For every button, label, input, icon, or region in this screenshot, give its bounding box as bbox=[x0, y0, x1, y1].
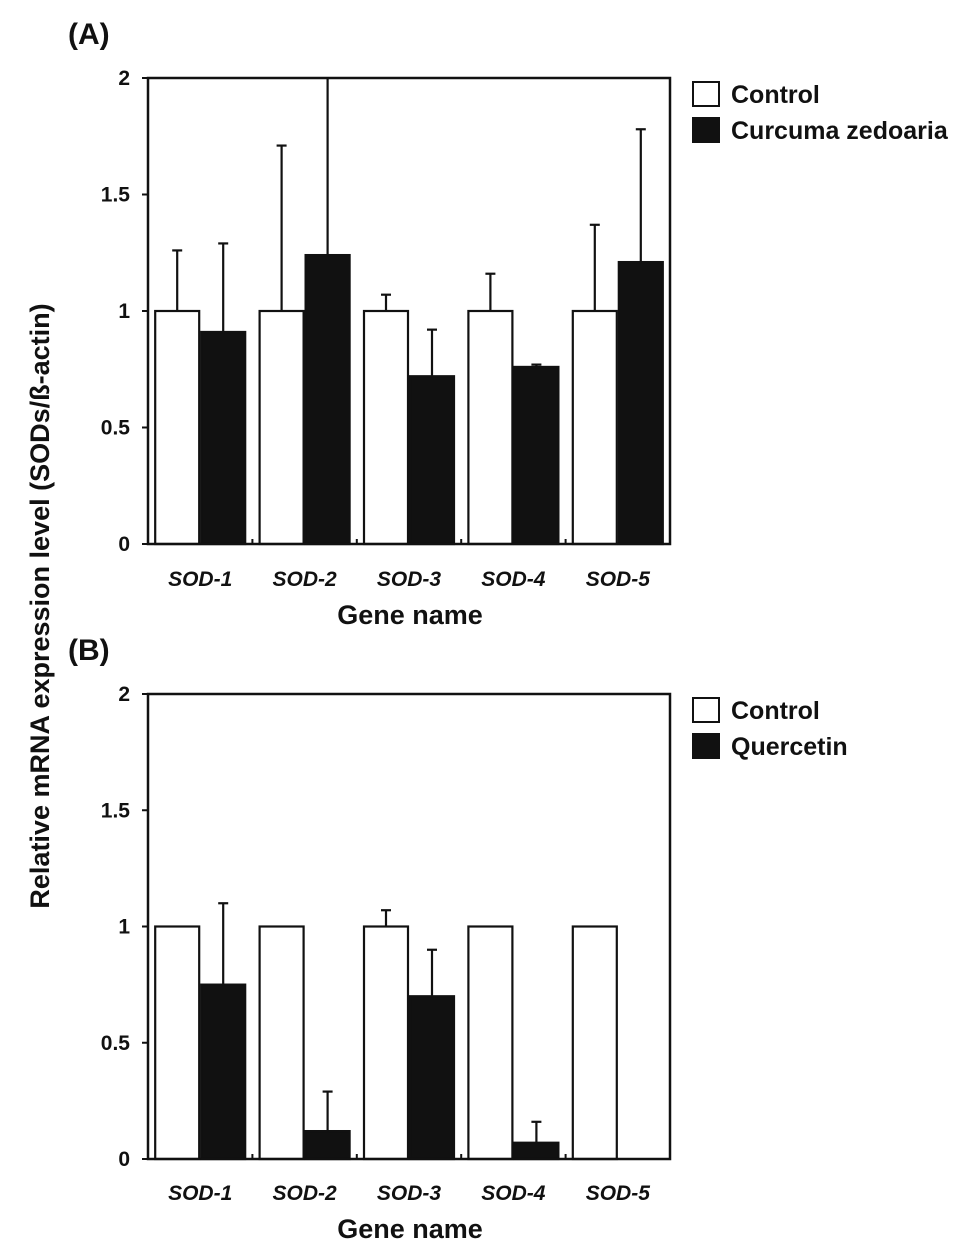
legend-b-control-label: Control bbox=[731, 697, 820, 725]
panel-b-plot: 0 0.5 1 1.5 2 SOD-1 SOD-2 SOD-3 SOD-4 SOD-5 bbox=[101, 683, 672, 1205]
panel-b-bar-control-sod-2 bbox=[258, 925, 305, 1161]
panel-b-category-label-sod-1: SOD-1 bbox=[168, 1182, 232, 1205]
panel-b-bar-control-sod-5 bbox=[571, 925, 618, 1161]
panel-a-bar-treatment-sod-2 bbox=[304, 253, 351, 546]
panel-a-bar-control-sod-1 bbox=[154, 309, 201, 546]
legend-a-control-label: Control bbox=[731, 81, 820, 109]
legend-a-treatment-swatch bbox=[692, 117, 720, 143]
legend-b-control-swatch bbox=[692, 697, 720, 723]
panel-b-x-axis-title: Gene name bbox=[337, 1214, 483, 1244]
panel-b-category-label-sod-3: SOD-3 bbox=[377, 1182, 442, 1205]
panel-b-bar-treatment-sod-3 bbox=[408, 995, 456, 1161]
legend-b-treatment-swatch bbox=[692, 733, 720, 759]
panel-a-y-tick-label: 1 bbox=[118, 300, 130, 323]
panel-a-bar-treatment-sod-1 bbox=[200, 330, 247, 546]
panel-b-bar-control-sod-3 bbox=[362, 925, 410, 1161]
panel-b-bar-treatment-sod-1 bbox=[200, 983, 247, 1161]
panel-a-plot: 0 0.5 1 1.5 2 SOD-1 SOD-2 SOD-3 SOD-4 SOD-5 bbox=[101, 67, 672, 591]
panel-b-y-tick-label: 2 bbox=[118, 683, 130, 706]
y-axis-title: Relative mRNA expression level (SODs/ß-a… bbox=[25, 303, 55, 908]
panel-b-y-tick-label: 0 bbox=[118, 1148, 130, 1171]
panel-a-plot-frame bbox=[146, 76, 672, 546]
legend-b-treatment-label: Quercetin bbox=[731, 733, 848, 761]
panel-b-category-label-sod-5: SOD-5 bbox=[586, 1182, 651, 1205]
panel-a-bar-control-sod-3 bbox=[362, 309, 410, 546]
panel-a-bar-treatment-sod-5 bbox=[617, 260, 664, 546]
panel-a-y-tick-label: 2 bbox=[118, 67, 130, 90]
panel-b-y-tick-label: 1.5 bbox=[101, 799, 131, 822]
panel-a-category-label-sod-2: SOD-2 bbox=[273, 568, 338, 591]
panel-b: (B) 0 0.5 1 1.5 2 SOD-1 SOD-2 SOD-3 SOD-4 SOD-5 G… bbox=[68, 634, 848, 1244]
legend-a-control-swatch bbox=[692, 81, 720, 107]
panel-a-x-axis-title: Gene name bbox=[337, 600, 483, 630]
panel-a-legend: Control Curcuma zedoaria bbox=[692, 81, 949, 145]
panel-b-bar-treatment-sod-2 bbox=[304, 1129, 351, 1161]
panel-a-category-label-sod-5: SOD-5 bbox=[586, 568, 651, 591]
panel-a-label: (A) bbox=[68, 18, 110, 51]
panel-a-category-label-sod-4: SOD-4 bbox=[481, 568, 546, 591]
panel-a-bar-control-sod-5 bbox=[571, 309, 618, 546]
panel-b-plot-frame bbox=[146, 692, 672, 1161]
panel-a: (A) 0 0.5 1 1.5 2 SOD-1 SOD-2 SOD-3 SOD-4 SOD-5 G… bbox=[68, 18, 949, 630]
panel-a-y-tick-label: 0 bbox=[118, 533, 130, 556]
panel-a-bar-treatment-sod-3 bbox=[408, 375, 456, 546]
panel-a-bar-control-sod-2 bbox=[258, 309, 305, 546]
panel-a-category-label-sod-1: SOD-1 bbox=[168, 568, 232, 591]
panel-a-bar-treatment-sod-4 bbox=[513, 365, 560, 546]
panel-b-category-label-sod-2: SOD-2 bbox=[273, 1182, 338, 1205]
panel-b-label: (B) bbox=[68, 634, 110, 667]
panel-a-y-tick-label: 1.5 bbox=[101, 184, 131, 207]
panel-a-bar-control-sod-4 bbox=[467, 309, 514, 546]
panel-b-bar-treatment-sod-4 bbox=[513, 1141, 560, 1161]
panel-b-bar-control-sod-1 bbox=[154, 925, 201, 1161]
legend-a-treatment-label: Curcuma zedoaria bbox=[731, 117, 949, 145]
panel-b-category-label-sod-4: SOD-4 bbox=[481, 1182, 546, 1205]
panel-b-bar-control-sod-4 bbox=[467, 925, 514, 1161]
panel-a-y-tick-label: 0.5 bbox=[101, 417, 131, 440]
panel-b-y-tick-label: 0.5 bbox=[101, 1032, 131, 1055]
panel-a-category-label-sod-3: SOD-3 bbox=[377, 568, 442, 591]
panel-b-y-tick-label: 1 bbox=[118, 916, 130, 939]
panel-b-legend: Control Quercetin bbox=[692, 697, 848, 761]
